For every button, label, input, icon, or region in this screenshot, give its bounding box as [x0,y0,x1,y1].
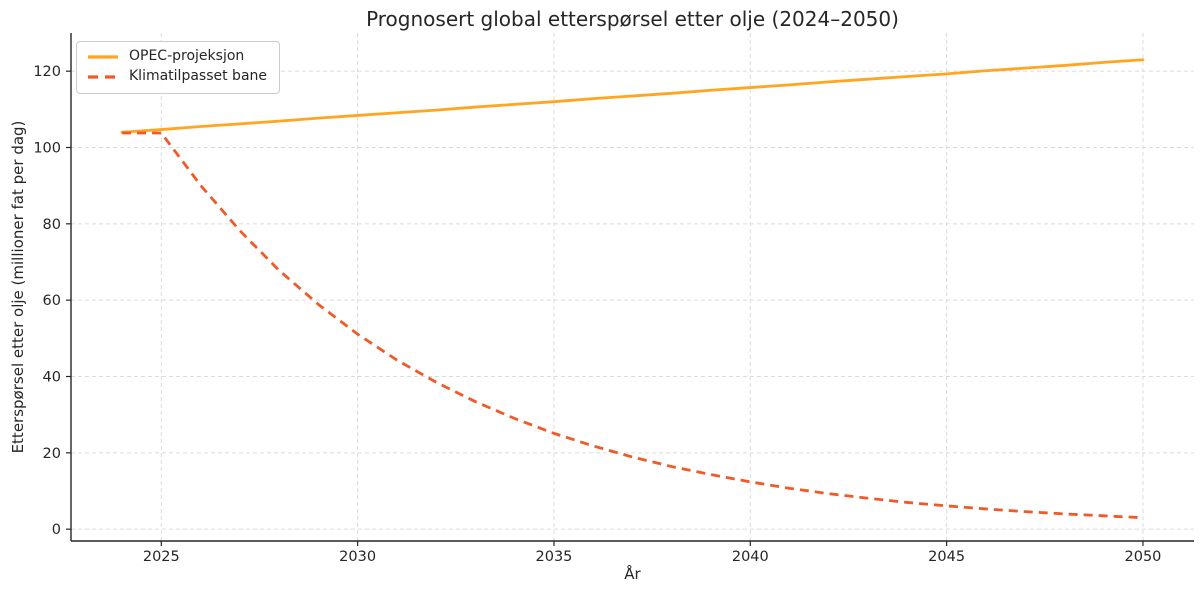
y-tick-label: 60 [43,293,61,309]
x-tick-label: 2050 [1125,549,1162,565]
y-tick-label: 80 [43,217,61,233]
y-tick-label: 100 [33,141,61,157]
y-axis-label: Etterspørsel etter olje (millioner fat p… [9,120,27,454]
legend-item-climate: Klimatilpasset bane [86,68,268,85]
y-tick-label: 120 [33,64,61,80]
x-tick-label: 2025 [143,549,180,565]
x-axis-label: År [624,565,641,583]
series-line-opec [120,58,1145,134]
legend: OPEC-projeksjon Klimatilpasset bane [76,41,281,94]
legend-swatch-solid-line [88,55,118,59]
legend-swatch-dashed-line [88,75,118,79]
series-line-climate [122,131,1144,520]
legend-label-opec: OPEC-projeksjon [129,48,245,64]
y-tick-label: 20 [43,446,61,462]
legend-item-opec: OPEC-projeksjon [86,48,267,64]
x-tick-label: 2045 [928,549,965,565]
chart-title: Prognosert global etterspørsel etter olj… [366,7,899,31]
x-tick-label: 2035 [536,549,573,565]
y-tick-label: 40 [43,370,61,386]
x-tick-label: 2030 [339,549,376,565]
x-tick-label: 2040 [732,549,769,565]
y-tick-label: 0 [52,522,61,538]
legend-label-climate: Klimatilpasset bane [129,68,268,85]
